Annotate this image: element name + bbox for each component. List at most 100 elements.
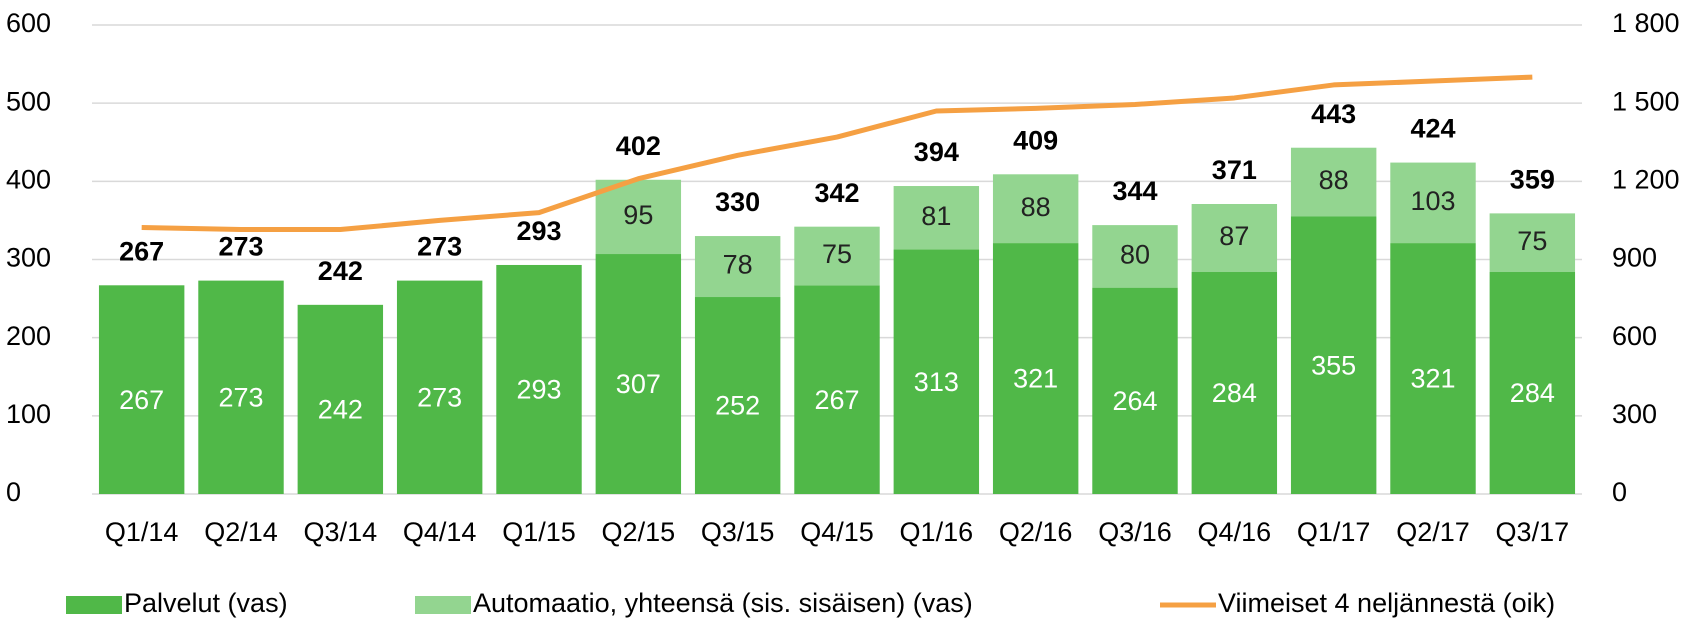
y2-tick-label: 1 500 [1612, 86, 1680, 116]
x-tick-label: Q3/16 [1098, 517, 1172, 547]
data-label: 307 [616, 369, 661, 399]
data-label: 88 [1021, 192, 1051, 222]
total-label: 242 [318, 256, 363, 286]
y2-tick-label: 1 800 [1612, 8, 1680, 38]
x-tick-label: Q2/14 [204, 517, 278, 547]
y2-tick-label: 300 [1612, 399, 1657, 429]
data-label: 321 [1410, 364, 1455, 394]
y-tick-label: 600 [6, 8, 51, 38]
y-tick-label: 0 [6, 477, 21, 507]
total-label: 273 [417, 232, 462, 262]
bar-segment [1390, 162, 1476, 244]
bar-segment [794, 285, 880, 494]
bar-segment [1290, 216, 1377, 494]
data-label: 293 [516, 375, 561, 405]
data-label: 103 [1410, 186, 1455, 216]
y-tick-label: 400 [6, 164, 51, 194]
x-tick-label: Q3/15 [701, 517, 775, 547]
total-label: 267 [119, 236, 164, 266]
bar-segment [893, 249, 980, 494]
total-label: 402 [616, 131, 661, 161]
y2-tick-label: 600 [1612, 321, 1657, 351]
x-tick-label: Q1/15 [502, 517, 576, 547]
y-tick-label: 300 [6, 243, 51, 273]
data-label: 81 [921, 201, 951, 231]
y-tick-label: 500 [6, 86, 51, 116]
x-tick-label: Q2/16 [999, 517, 1073, 547]
data-label: 242 [318, 395, 363, 425]
data-label: 75 [1517, 226, 1547, 256]
bar-segment [496, 264, 582, 494]
data-label: 284 [1510, 378, 1555, 408]
total-label: 371 [1212, 155, 1257, 185]
data-label: 355 [1311, 350, 1356, 380]
data-label: 267 [814, 385, 859, 415]
bar-segment [694, 236, 781, 298]
bar-segment [595, 254, 682, 494]
total-label: 443 [1311, 99, 1356, 129]
bar-segment [1489, 272, 1576, 494]
data-label: 75 [822, 239, 852, 269]
bar-segment [1489, 213, 1576, 273]
x-tick-label: Q1/16 [900, 517, 974, 547]
legend-swatch [66, 596, 122, 614]
legend-label: Automaatio, yhteensä (sis. sisäisen) (va… [473, 588, 973, 618]
bar-segment [893, 186, 980, 250]
total-label: 342 [814, 178, 859, 208]
y-tick-label: 200 [6, 321, 51, 351]
bar-segment [1092, 225, 1178, 288]
line-series [141, 74, 1533, 233]
data-label: 273 [417, 382, 462, 412]
total-label: 344 [1112, 176, 1157, 206]
data-label: 321 [1013, 364, 1058, 394]
bar-segment [794, 226, 880, 286]
bar-segment [1290, 147, 1377, 217]
x-tick-label: Q2/15 [602, 517, 676, 547]
legend-label: Viimeiset 4 neljännestä (oik) [1218, 588, 1555, 618]
bar-segment [396, 280, 483, 494]
y2-tick-label: 1 200 [1612, 164, 1680, 194]
data-label: 88 [1319, 165, 1349, 195]
y2-tick-label: 900 [1612, 243, 1657, 273]
data-label: 313 [914, 367, 959, 397]
y2-tick-label: 0 [1612, 477, 1627, 507]
data-label: 80 [1120, 239, 1150, 269]
total-label: 409 [1013, 125, 1058, 155]
legend-swatch [415, 596, 471, 614]
bar-segment [1092, 287, 1178, 494]
total-label: 293 [516, 216, 561, 246]
data-label: 87 [1219, 221, 1249, 251]
data-label: 95 [623, 200, 653, 230]
total-label: 330 [715, 187, 760, 217]
y-tick-label: 100 [6, 399, 51, 429]
x-tick-label: Q3/17 [1496, 517, 1570, 547]
x-tick-label: Q4/14 [403, 517, 477, 547]
total-label: 424 [1410, 114, 1455, 144]
bar-segment [694, 297, 781, 494]
bar-segment [992, 174, 1079, 244]
bar-segment [1191, 204, 1278, 273]
bar-segment [98, 285, 185, 494]
bar-segment [595, 179, 682, 255]
bar-segment [1390, 243, 1476, 494]
bar-segment [198, 280, 284, 494]
x-tick-label: Q1/17 [1297, 517, 1371, 547]
legend-label: Palvelut (vas) [124, 588, 288, 618]
data-label: 284 [1212, 378, 1257, 408]
x-tick-label: Q4/15 [800, 517, 874, 547]
total-label: 359 [1510, 165, 1555, 195]
x-tick-label: Q1/14 [105, 517, 179, 547]
x-tick-label: Q2/17 [1396, 517, 1470, 547]
data-label: 273 [218, 382, 263, 412]
bar-segment [992, 243, 1079, 494]
bar-segment [297, 304, 384, 494]
bar-segment [1191, 272, 1278, 494]
data-label: 252 [715, 391, 760, 421]
total-label: 394 [914, 137, 959, 167]
data-label: 78 [723, 250, 753, 280]
x-tick-label: Q3/14 [304, 517, 378, 547]
x-tick-label: Q4/16 [1198, 517, 1272, 547]
data-label: 267 [119, 385, 164, 415]
data-label: 264 [1112, 386, 1157, 416]
total-label: 273 [218, 232, 263, 262]
